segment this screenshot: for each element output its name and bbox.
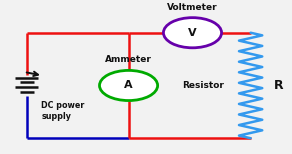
Text: DC power
supply: DC power supply — [41, 101, 85, 121]
Text: Ammeter: Ammeter — [105, 55, 152, 64]
Text: R: R — [274, 79, 284, 92]
Text: V: V — [188, 28, 197, 38]
Text: Resistor: Resistor — [182, 81, 225, 90]
Text: A: A — [124, 81, 133, 91]
Text: Voltmeter: Voltmeter — [167, 3, 218, 12]
Circle shape — [100, 70, 158, 101]
Circle shape — [164, 18, 222, 48]
